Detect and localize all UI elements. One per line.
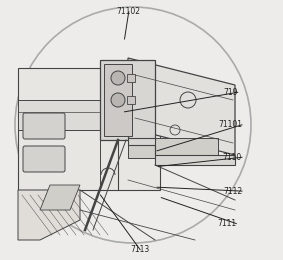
Text: 7111: 7111 [217, 219, 236, 228]
Bar [128, 138, 218, 158]
Bar [100, 60, 155, 140]
Bar [127, 74, 135, 82]
Bar [18, 100, 203, 130]
FancyBboxPatch shape [23, 113, 65, 139]
Text: 71102: 71102 [117, 7, 141, 16]
Bar [127, 96, 135, 104]
Circle shape [111, 93, 125, 107]
Text: 71101: 71101 [218, 120, 242, 129]
Circle shape [111, 71, 125, 85]
Polygon shape [18, 190, 80, 240]
Text: 7113: 7113 [130, 245, 150, 254]
Polygon shape [18, 68, 160, 190]
Text: 719: 719 [223, 88, 238, 97]
Text: 7112: 7112 [223, 187, 242, 196]
Polygon shape [128, 58, 235, 155]
Polygon shape [128, 128, 235, 165]
FancyBboxPatch shape [23, 146, 65, 172]
Polygon shape [40, 185, 80, 210]
Bar [104, 64, 132, 136]
Text: 7110: 7110 [223, 153, 242, 162]
